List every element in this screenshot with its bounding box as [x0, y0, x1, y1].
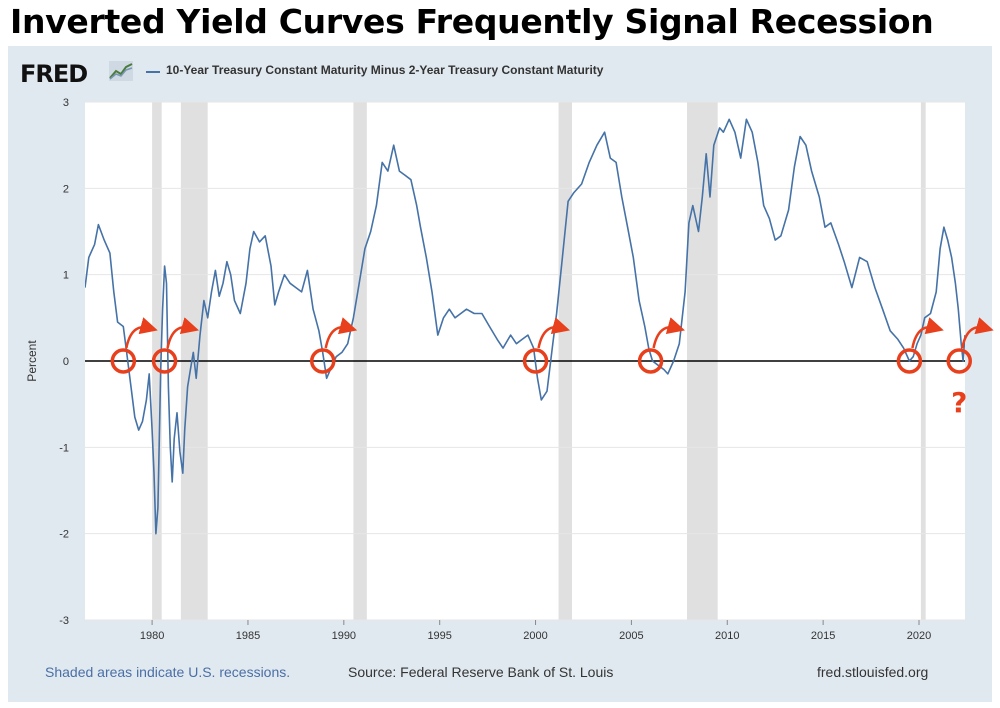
- x-tick-label: 1985: [236, 630, 260, 642]
- y-tick-label: 0: [63, 356, 69, 368]
- x-tick-label: 1980: [140, 630, 164, 642]
- x-tick-label: 2005: [619, 630, 643, 642]
- y-tick-label: 2: [63, 183, 69, 195]
- y-tick-label: 1: [63, 270, 69, 282]
- steepening-arrow: [125, 317, 158, 349]
- legend-swatch: [146, 71, 160, 73]
- series-line-group: [85, 118, 965, 535]
- x-tick-label: 2015: [811, 630, 835, 642]
- inversion-marker: [522, 348, 549, 374]
- y-tick-label: -3: [59, 615, 69, 627]
- inversion-marker: [110, 348, 137, 374]
- steepening-arrow: [652, 317, 686, 349]
- steepening-arrow: [961, 317, 994, 349]
- legend-label: 10-Year Treasury Constant Maturity Minus…: [166, 63, 604, 77]
- question-mark: ?: [951, 386, 967, 419]
- inversion-marker: [946, 348, 972, 374]
- y-axis-label: Percent: [25, 340, 39, 382]
- x-tick-label: 1995: [427, 630, 451, 642]
- headline: Inverted Yield Curves Frequently Signal …: [10, 2, 934, 41]
- annotation-group: ?: [110, 317, 994, 419]
- y-tick-label: -2: [59, 529, 69, 541]
- steepening-arrow: [537, 317, 570, 349]
- x-tick-label: 2020: [907, 630, 931, 642]
- x-tick-label: 2010: [715, 630, 739, 642]
- gridlines: [85, 101, 965, 621]
- source-credit: Source: Federal Reserve Bank of St. Loui…: [348, 664, 614, 680]
- y-tick-label: 3: [63, 97, 69, 109]
- steepening-arrow: [166, 317, 199, 349]
- steepening-arrow: [324, 317, 358, 349]
- steepening-arrow: [911, 317, 944, 349]
- y-tick-label: -1: [59, 442, 69, 454]
- inversion-marker: [637, 348, 664, 374]
- inversion-marker: [309, 348, 336, 374]
- x-tick-label: 2000: [523, 630, 547, 642]
- recession-note: Shaded areas indicate U.S. recessions.: [45, 664, 291, 680]
- site-link[interactable]: fred.stlouisfed.org: [817, 664, 929, 680]
- axis-labels: 3 2 1 0 -1 -2 -3 1980 1985 1990 1995 2000 2005 2010 20…: [59, 97, 931, 642]
- x-tick-label: 1990: [332, 630, 356, 642]
- fred-graph-icon: [109, 61, 133, 81]
- fred-logo[interactable]: FRED: [20, 60, 88, 88]
- inversion-marker: [896, 348, 923, 374]
- series-line: [85, 118, 965, 535]
- inversion-marker: [151, 348, 178, 374]
